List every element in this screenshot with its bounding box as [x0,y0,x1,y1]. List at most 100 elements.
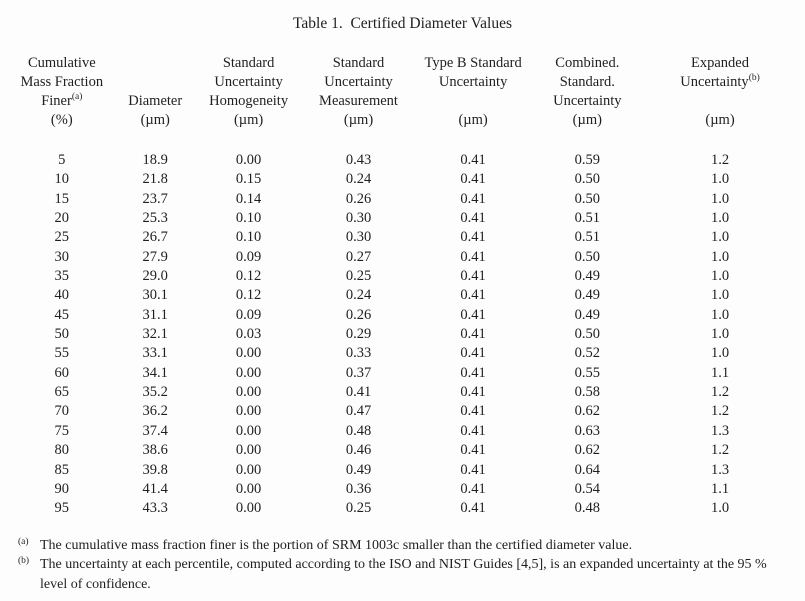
table-cell: 0.41 [460,480,486,497]
table-cell: 0.00 [235,345,262,362]
table-cell: 0.09 [235,248,262,265]
column-header-5: Type B Standard Uncertainty (µm) [417,54,530,130]
footnotes: (a) The cumulative mass fraction finer i… [10,536,795,595]
table-cell: 31.1 [142,306,168,323]
table-cell: 30 [54,248,70,265]
table-cell: 0.37 [345,364,372,381]
table-cell: 25.3 [142,210,168,227]
table-cell: 0.25 [345,268,372,285]
table-cell: 1.0 [710,190,730,207]
table-cell: 0.00 [235,152,262,168]
table-cell: 0.63 [574,422,600,439]
table-cell: 1.2 [710,152,730,168]
table-row: 40 30.1 0.12 0.24 0.41 0.49 1.0 [10,286,795,305]
table-cell: 0.10 [235,210,262,227]
table-cell: 0.12 [235,287,262,304]
footnote-a-marker: (a) [18,536,29,547]
table-cell: 0.24 [345,287,372,304]
footnote-reference: (b) [748,73,760,84]
table-cell: 1.0 [710,248,730,265]
table-cell: 0.27 [345,248,372,265]
column-header-line: Uncertainty [438,74,508,90]
table-cell: 1.2 [710,384,730,401]
table-cell: 0.41 [460,461,486,478]
table-cell: 1.0 [710,268,730,285]
table-cell: 0.48 [574,500,600,517]
table-cell: 60 [54,364,70,381]
table-cell: 0.41 [460,364,486,381]
table-cell: 0.41 [460,190,486,207]
column-header-line: Uncertainty(b) [680,73,760,90]
table-cell: 15 [54,190,70,207]
table-cell: 1.0 [710,210,730,227]
table-cell: 35.2 [142,384,168,401]
table-cell: 0.41 [460,345,486,362]
column-header-line: Type B Standard [424,55,522,71]
table-cell: 1.0 [710,306,730,323]
column-unit: (%) [50,112,73,128]
table-cell: 1.0 [710,500,730,517]
certified-diameter-table: Cumulative Mass Fraction Finer(a) (%) Diamet… [10,54,795,519]
table-cell: 0.00 [235,480,262,497]
table-cell: 0.46 [345,442,372,459]
table-cell: 0.47 [345,403,372,420]
column-header-line: Expanded [691,55,749,71]
table-row: 75 37.4 0.00 0.48 0.41 0.63 1.3 [10,422,795,441]
table-cell: 37.4 [142,422,168,439]
table-cell: 0.41 [460,442,486,459]
table-cell: 41.4 [142,480,168,497]
table-cell: 0.00 [235,364,262,381]
table-row: 85 39.8 0.00 0.49 0.41 0.64 1.3 [10,461,795,480]
footnote-b-marker: (b) [18,556,30,567]
table-row: 30 27.9 0.09 0.27 0.41 0.50 1.0 [10,248,795,267]
table-cell: 0.62 [574,403,600,420]
table-row: 70 36.2 0.00 0.47 0.41 0.62 1.2 [10,402,795,421]
table-cell: 0.51 [574,210,600,227]
table-row: 50 32.1 0.03 0.29 0.41 0.50 1.0 [10,325,795,344]
table-cell: 36.2 [142,403,168,420]
table-row: 60 34.1 0.00 0.37 0.41 0.55 1.1 [10,364,795,383]
table-cell: 1.2 [710,403,730,420]
table-cell: 32.1 [142,326,168,343]
table-cell: 0.36 [345,480,372,497]
table-cell: 1.1 [710,480,730,497]
table-cell: 1.0 [710,287,730,304]
column-unit: (µm) [140,112,170,128]
column-header-line: Finer(a) [41,92,83,109]
table-row: 90 41.4 0.00 0.36 0.41 0.54 1.1 [10,480,795,499]
table-cell: 80 [54,442,70,459]
table-cell: 1.0 [710,345,730,362]
table-cell: 0.41 [460,210,486,227]
column-header-line: Measurement [319,93,398,109]
table-cell: 0.41 [460,287,486,304]
table-cell: 0.41 [460,171,486,188]
column-header-3: Standard Uncertainty Homogeneity (µm) [197,54,301,130]
column-header-line: Standard. [559,74,615,90]
table-cell: 0.50 [574,326,600,343]
table-cell: 0.48 [345,422,372,439]
table-cell: 0.41 [460,268,486,285]
table-cell: 0.41 [460,326,486,343]
table-cell: 0.41 [460,229,486,246]
table-cell: 90 [54,480,70,497]
column-header-line: Standard [222,55,275,71]
table-cell: 0.12 [235,268,262,285]
table-cell: 0.50 [574,190,600,207]
footnote-reference: (a) [71,92,83,103]
table-cell: 33.1 [142,345,168,362]
table-cell: 0.59 [574,152,600,168]
table-cell: 0.52 [574,345,600,362]
column-header-line: Homogeneity [209,93,289,109]
table-cell: 50 [54,326,70,343]
table-cell: 0.15 [235,171,262,188]
table-cell: 0.41 [345,384,372,401]
table-cell: 43.3 [142,500,168,517]
table-cell: 29.0 [142,268,168,285]
table-row: 25 26.7 0.10 0.30 0.41 0.51 1.0 [10,228,795,247]
table-cell: 85 [54,461,70,478]
column-unit: (µm) [458,112,488,128]
table-cell: 0.09 [235,306,262,323]
table-cell: 0.41 [460,152,486,168]
table-cell: 34.1 [142,364,168,381]
column-header-1: Cumulative Mass Fraction Finer(a) (%) [10,54,114,130]
